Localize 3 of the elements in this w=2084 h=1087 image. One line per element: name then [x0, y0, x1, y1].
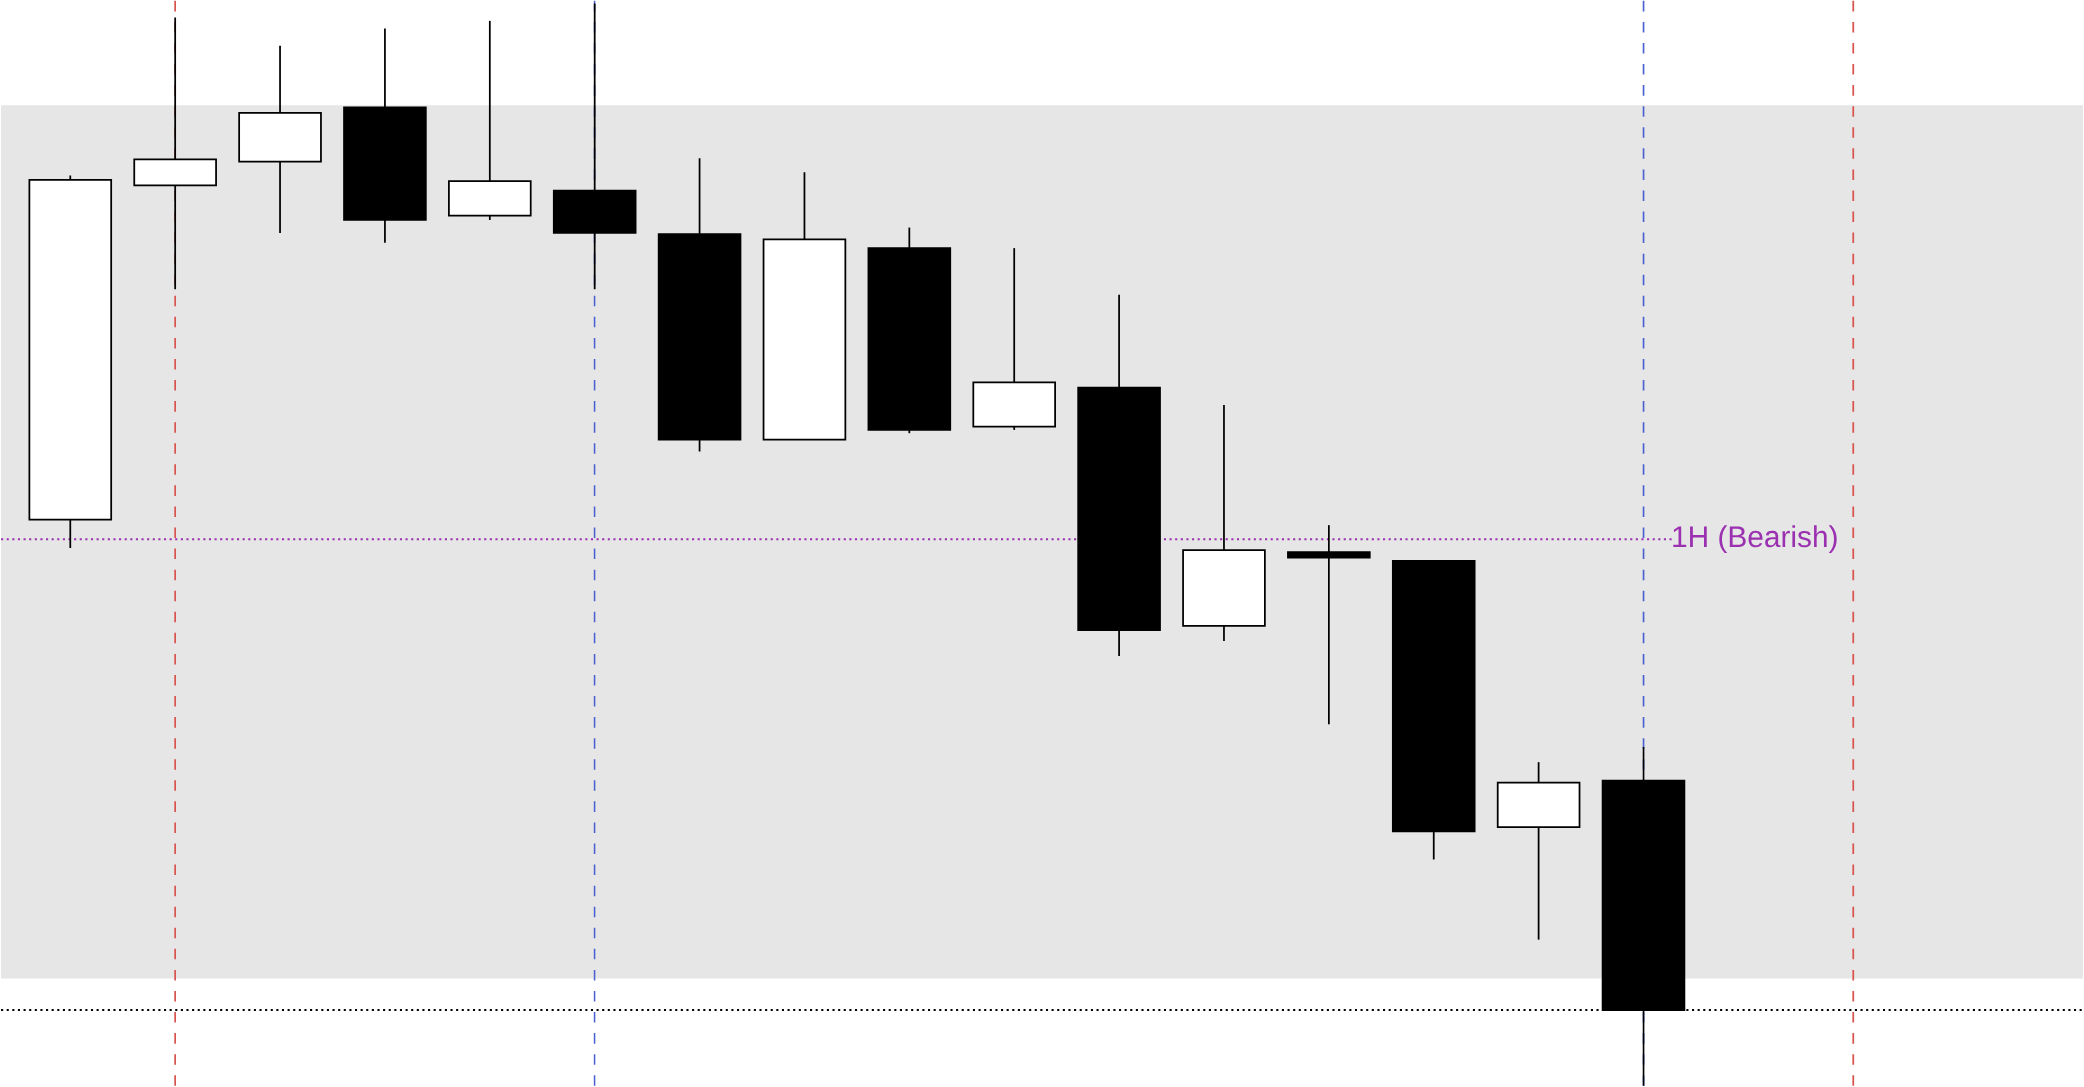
ref-line-label: 1H (Bearish): [1673, 525, 1837, 554]
candlestick: [133, 16, 217, 291]
candlestick: [1287, 524, 1371, 726]
